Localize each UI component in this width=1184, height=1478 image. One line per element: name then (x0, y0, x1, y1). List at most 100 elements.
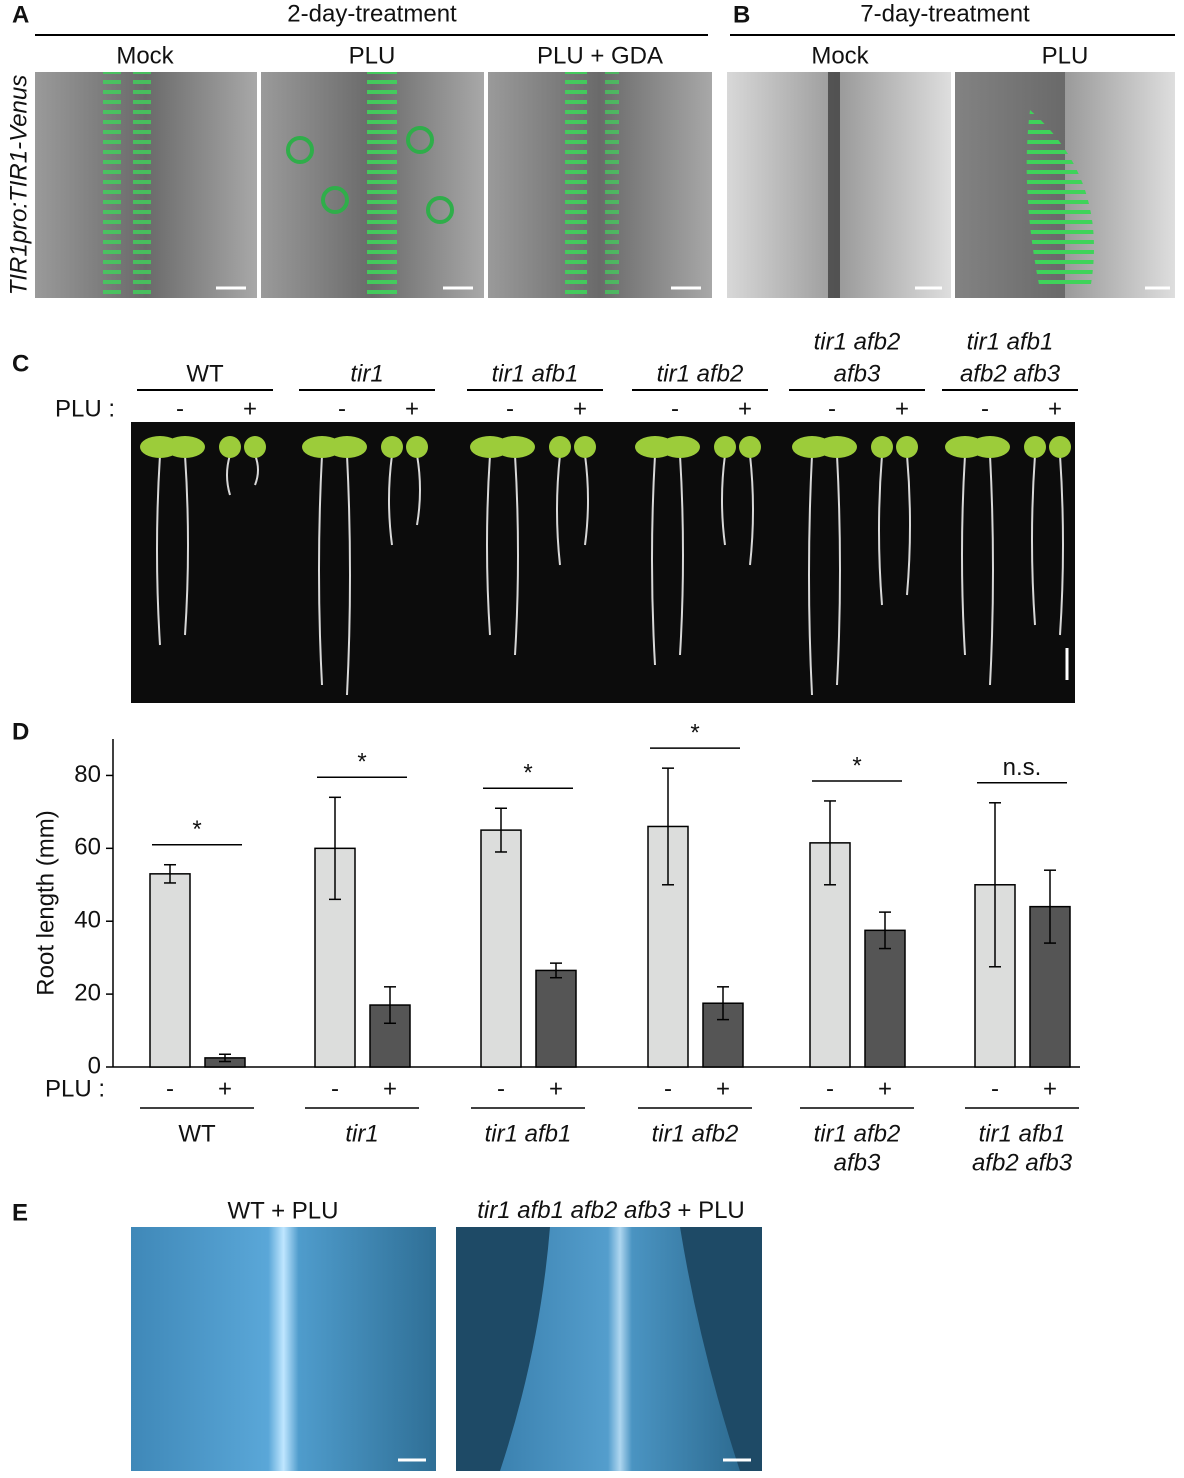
panel-heading: 2-day-treatment (287, 0, 457, 27)
root (836, 454, 841, 686)
error-bar (550, 962, 562, 979)
treatment-sign: + (243, 395, 257, 422)
error-bar (717, 986, 729, 1021)
micrograph (35, 72, 257, 298)
image-label: PLU + GDA (537, 42, 663, 69)
root (679, 454, 684, 656)
treatment-sign: - (991, 1075, 999, 1102)
leaves (219, 436, 241, 458)
panel-c: WT- +tir1- +tir1 afb1- +tir1 afb2- +tir1 afb… (137, 328, 1078, 422)
row-label: PLU : (45, 1075, 105, 1102)
panel-letter: E (12, 1199, 28, 1226)
x-tick-label: afb3 (834, 1149, 881, 1176)
significance: * (357, 749, 366, 776)
root (721, 454, 726, 546)
root (961, 454, 966, 656)
x-tick-label: tir1 afb1 (979, 1120, 1066, 1147)
leaves (574, 436, 596, 458)
significance: n.s. (1003, 754, 1042, 781)
treatment: + PLU (677, 1197, 744, 1224)
root (1059, 454, 1064, 636)
root (184, 454, 189, 636)
image-label: Mock (811, 42, 869, 69)
root (318, 454, 323, 686)
root (416, 454, 421, 526)
leaves (549, 436, 571, 458)
treatment-sign: - (826, 1075, 834, 1102)
treatment-sign: - (497, 1075, 505, 1102)
group-label: WT (186, 360, 224, 387)
side-label: TIR1pro:TIR1-Venus (5, 75, 32, 296)
treatment-sign: + (716, 1075, 730, 1102)
treatment-sign: + (405, 395, 419, 422)
panel-letter: A (12, 1, 29, 28)
treatment-sign: - (331, 1075, 339, 1102)
root (346, 454, 351, 696)
micrograph (727, 72, 951, 298)
image-label: tir1 afb1 afb2 afb3 + PLU (477, 1197, 745, 1224)
root (906, 454, 911, 596)
panel-heading: 7-day-treatment (860, 0, 1030, 27)
root (156, 454, 161, 646)
treatment-sign: + (738, 395, 752, 422)
micrograph (488, 72, 712, 298)
leaves (817, 436, 857, 458)
treatment-sign: + (573, 395, 587, 422)
significance: * (192, 816, 201, 843)
error-bar (824, 800, 836, 886)
root (556, 454, 561, 566)
x-tick-label: WT (178, 1120, 216, 1147)
treatment-sign: + (895, 395, 909, 422)
treatment-sign: - (176, 395, 184, 422)
seedlings (140, 436, 1071, 696)
root (651, 454, 656, 666)
error-bar (662, 767, 674, 886)
treatment-sign: + (383, 1075, 397, 1102)
significance: * (690, 719, 699, 746)
group-label: tir1 afb1 (492, 360, 579, 387)
leaves (1024, 436, 1046, 458)
treatment-sign: - (506, 395, 514, 422)
root (749, 454, 754, 566)
treatment-sign: - (166, 1075, 174, 1102)
treatment-sign: - (981, 395, 989, 422)
y-tick-label: 80 (74, 761, 101, 788)
micrograph (456, 1227, 762, 1471)
y-tick-label: 40 (74, 907, 101, 934)
error-bar (989, 802, 1001, 968)
y-tick-label: 20 (74, 979, 101, 1006)
error-bar (164, 863, 176, 884)
bar (864, 929, 906, 1068)
leaves (739, 436, 761, 458)
image-label: PLU (1042, 42, 1089, 69)
y-tick-label: 60 (74, 834, 101, 861)
significance: * (852, 752, 861, 779)
panel-letter: B (733, 1, 750, 28)
treatment-sign: - (828, 395, 836, 422)
x-tick-label: tir1 afb2 (652, 1120, 739, 1147)
group-label: afb3 (834, 360, 881, 387)
root (584, 454, 589, 546)
error-bar (1044, 869, 1056, 944)
error-bar (384, 986, 396, 1025)
leaves (327, 436, 367, 458)
leaves (381, 436, 403, 458)
group-label: tir1 afb2 (657, 360, 744, 387)
leaves (660, 436, 700, 458)
image-label: PLU (349, 42, 396, 69)
leaves (871, 436, 893, 458)
root (989, 454, 994, 686)
group-label: tir1 afb2 (814, 328, 901, 355)
leaves (1049, 436, 1071, 458)
leaves (406, 436, 428, 458)
y-axis-label: Root length (mm) (32, 810, 59, 995)
treatment-sign: - (671, 395, 679, 422)
group-label: tir1 (350, 360, 383, 387)
error-bar (879, 911, 891, 950)
treatment-sign: + (549, 1075, 563, 1102)
leaves (165, 436, 205, 458)
significance: * (523, 760, 532, 787)
treatment-sign: - (338, 395, 346, 422)
y-tick-label: 0 (88, 1052, 101, 1079)
